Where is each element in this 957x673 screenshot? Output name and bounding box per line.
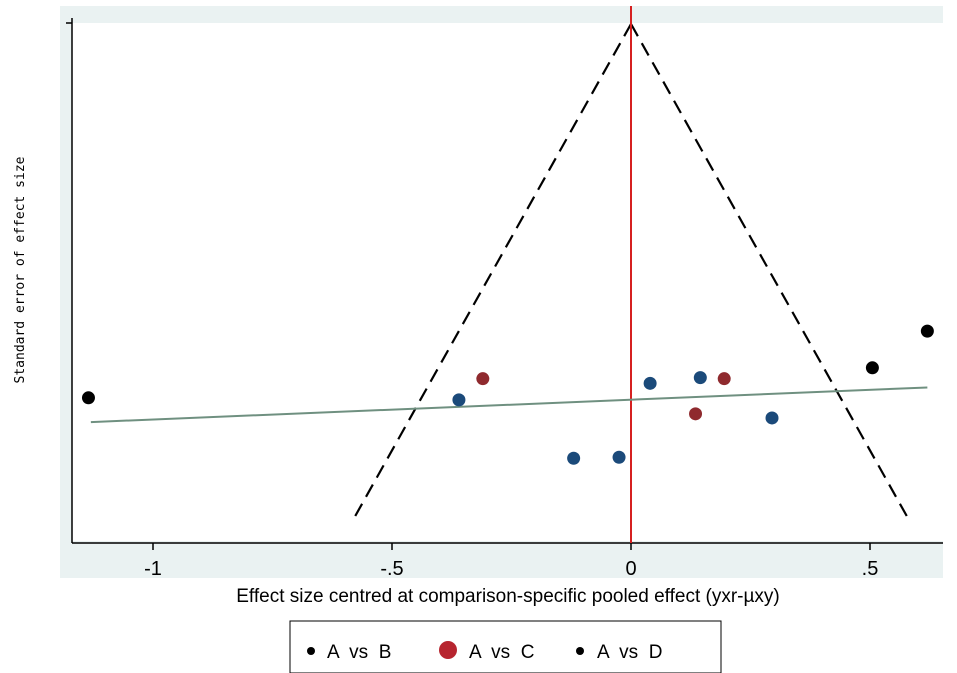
funnel-right-line (630, 23, 912, 524)
y-axis-title: Standard error of effect size (13, 156, 28, 383)
data-points (81, 324, 934, 465)
x-tick-label: -1 (144, 558, 162, 580)
data-point-a-vs-b (567, 451, 581, 465)
regression-line-segment (90, 386, 928, 424)
data-point-a-vs-b (612, 450, 626, 464)
legend-marker-a-vs-d (576, 647, 584, 655)
x-tick-label: 0 (625, 558, 636, 580)
legend-marker-a-vs-c (439, 641, 457, 659)
data-point-a-vs-c (476, 372, 490, 386)
data-point-a-vs-c (689, 407, 703, 421)
data-point-a-vs-c (717, 372, 731, 386)
x-axis-title: Effect size centred at comparison-specif… (236, 586, 780, 607)
legend-box (289, 620, 722, 673)
legend-label-a-vs-d: A vs D (597, 642, 662, 663)
funnel-left-line (350, 23, 632, 524)
plot-inner (72, 23, 943, 541)
data-point-a-vs-d (920, 324, 934, 338)
legend: A vs B A vs C A vs D (289, 620, 722, 673)
legend-marker-a-vs-b (307, 647, 315, 655)
regression-line (90, 386, 928, 424)
legend-label-a-vs-c: A vs C (469, 642, 534, 663)
x-ticks: -1 -.5 0 .5 (144, 543, 878, 580)
data-point-a-vs-d (865, 361, 879, 375)
data-point-a-vs-d (81, 391, 95, 405)
legend-label-a-vs-b: A vs B (327, 642, 391, 663)
x-tick-label: .5 (862, 558, 879, 580)
data-point-a-vs-b (765, 411, 779, 425)
data-point-a-vs-b (643, 376, 657, 390)
data-point-a-vs-b (693, 371, 707, 385)
data-point-a-vs-b (452, 393, 466, 407)
x-tick-label: -.5 (380, 558, 403, 580)
funnel-lines (350, 23, 912, 524)
